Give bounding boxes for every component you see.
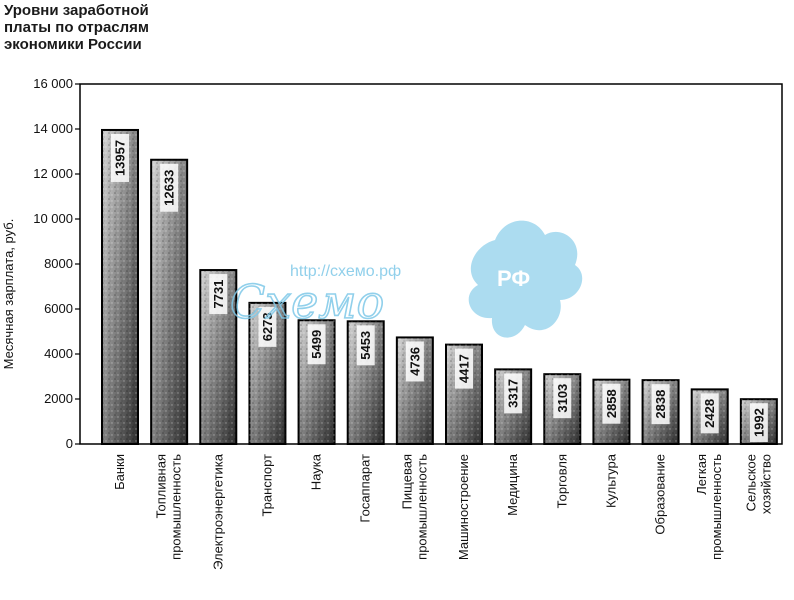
value-label: 4736 [407,347,422,376]
value-label: 2428 [702,399,717,428]
y-tick-label: 2000 [44,391,73,406]
y-tick-label: 8000 [44,256,73,271]
value-label-box [700,393,719,434]
category-label: Транспорт [259,454,274,517]
value-label: 3317 [506,379,521,408]
category-label: Топливная [154,454,169,518]
value-label-box [405,341,424,382]
axes: 0 2000 4000 6000 8000 10 000 12 000 14 000 16 00… [1,76,783,451]
title-line-3: экономики России [4,36,142,53]
value-label: 3103 [555,384,570,413]
chart-title: Уровни заработной платы по отраслям экон… [4,2,204,53]
value-label-box [749,403,768,442]
title-line-1: Уровни заработной [4,2,149,19]
title-line-2: платы по отраслям [4,19,150,36]
category-label: Банки [112,454,127,490]
category-label: промышленность [169,454,184,560]
category-label: Машиностроение [456,454,471,560]
value-label-box [209,274,228,315]
category-label: промышленность [709,454,724,560]
category-label: Госаппарат [358,454,373,523]
category-label: Медицина [505,453,520,516]
category-label: хозяйство [758,454,773,514]
value-label: 12633 [162,170,177,206]
category-label: Сельское [743,454,758,511]
value-label-box [651,384,670,425]
value-label: 4417 [457,354,472,383]
value-label: 13957 [113,140,128,176]
bar-texture [102,129,138,444]
category-label: Торговля [554,454,569,508]
y-tick-label: 16 000 [33,76,73,91]
value-label: 2838 [653,390,668,419]
y-tick-label: 14 000 [33,121,73,136]
value-label-box [307,324,326,365]
value-label-box [602,383,621,424]
watermark: РФ http://схемо.рф Cхемо [229,220,583,338]
value-label: 7731 [211,280,226,309]
y-tick-label: 0 [66,436,73,451]
category-label: Образование [653,454,668,535]
value-label-box [504,373,523,414]
category-label: Легкая [694,454,709,495]
category-label: Наука [309,453,324,490]
y-tick-label: 12 000 [33,166,73,181]
category-label: Электроэнергетика [210,453,225,570]
y-tick-label: 10 000 [33,211,73,226]
value-label: 2858 [604,389,619,418]
value-label-box [455,348,473,389]
value-label-box [160,163,179,212]
value-label-box [553,378,572,419]
watermark-splash [468,220,583,338]
category-label: промышленность [414,454,429,560]
value-label: 6273 [260,312,275,341]
y-tick-label: 6000 [44,301,73,316]
watermark-script: Cхемо [230,275,384,329]
watermark-url: http://схемо.рф [290,263,401,280]
category-label: Пищевая [399,454,414,509]
value-label: 5499 [309,330,324,359]
value-label-box [356,325,375,366]
y-tick-label: 4000 [44,346,73,361]
watermark-badge: РФ [497,266,530,291]
category-label: Культура [603,453,618,508]
y-axis-label: Месячная зарплата, руб. [1,219,16,370]
value-label-box [258,306,277,347]
value-label: 1992 [751,408,766,437]
value-label-box [111,133,129,182]
value-label: 5453 [358,331,373,360]
